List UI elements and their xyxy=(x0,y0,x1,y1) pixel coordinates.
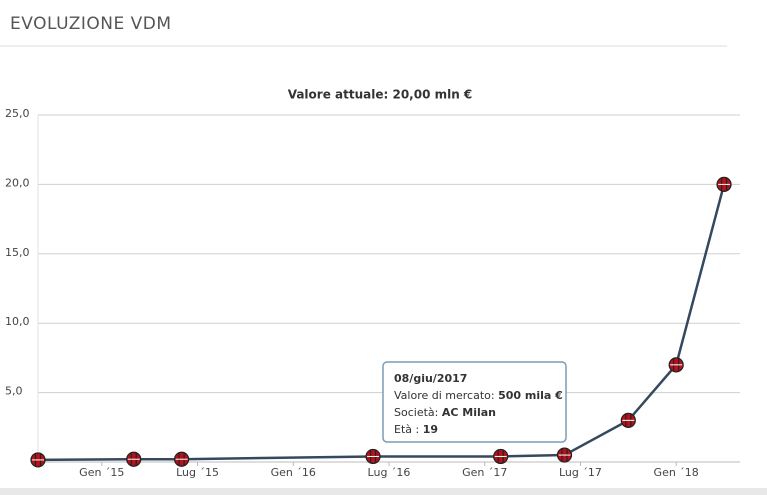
x-tick-label: Gen ´18 xyxy=(654,466,699,479)
plot: 5,0 10,0 15,0 20,0 25,0 Gen ´15 Lug ´15 Gen ´16… xyxy=(5,107,740,479)
point-marker xyxy=(126,451,142,467)
point-marker xyxy=(620,412,636,428)
y-tick-label: 10,0 xyxy=(5,315,30,328)
point-marker xyxy=(30,452,46,468)
y-tick-label: 5,0 xyxy=(5,385,23,398)
tooltip-value: 19 xyxy=(423,423,438,436)
tooltip: 08/giu/2017 Valore di mercato: 500 mila … xyxy=(382,361,567,443)
point-marker xyxy=(716,176,732,192)
point-marker xyxy=(668,357,684,373)
x-tick-label: Lug ´15 xyxy=(176,466,219,479)
point-marker xyxy=(173,451,190,467)
point-marker xyxy=(365,448,381,465)
y-tick-label: 25,0 xyxy=(5,107,30,120)
x-tick-label: Gen ´15 xyxy=(79,466,124,479)
y-tick-label: 15,0 xyxy=(5,246,30,259)
tooltip-date: 08/giu/2017 xyxy=(394,372,467,385)
page-title: EVOLUZIONE VDM xyxy=(10,14,172,34)
y-tick-label: 20,0 xyxy=(5,176,30,189)
footer-bar xyxy=(0,488,767,495)
x-tick-label: Lug ´17 xyxy=(559,466,602,479)
tooltip-line: Società: AC Milan xyxy=(394,406,496,419)
x-tick-label: Gen ´16 xyxy=(271,466,316,479)
tooltip-box xyxy=(382,361,567,443)
tooltip-line: Età : 19 xyxy=(394,423,438,436)
tooltip-line: Valore di mercato: 500 mila € xyxy=(394,389,563,402)
x-tick-label: Lug ´16 xyxy=(368,466,411,479)
x-tick-label: Gen ´17 xyxy=(462,466,507,479)
tooltip-label: Valore di mercato: xyxy=(394,389,495,402)
point-marker xyxy=(493,448,509,465)
tooltip-label: Età : xyxy=(394,423,419,436)
tooltip-label: Società: xyxy=(394,406,438,419)
tooltip-value: 500 mila € xyxy=(498,389,563,402)
point-marker xyxy=(556,447,573,463)
chart-title: Valore attuale: 20,00 mln € xyxy=(288,88,473,102)
tooltip-value: AC Milan xyxy=(442,406,496,419)
